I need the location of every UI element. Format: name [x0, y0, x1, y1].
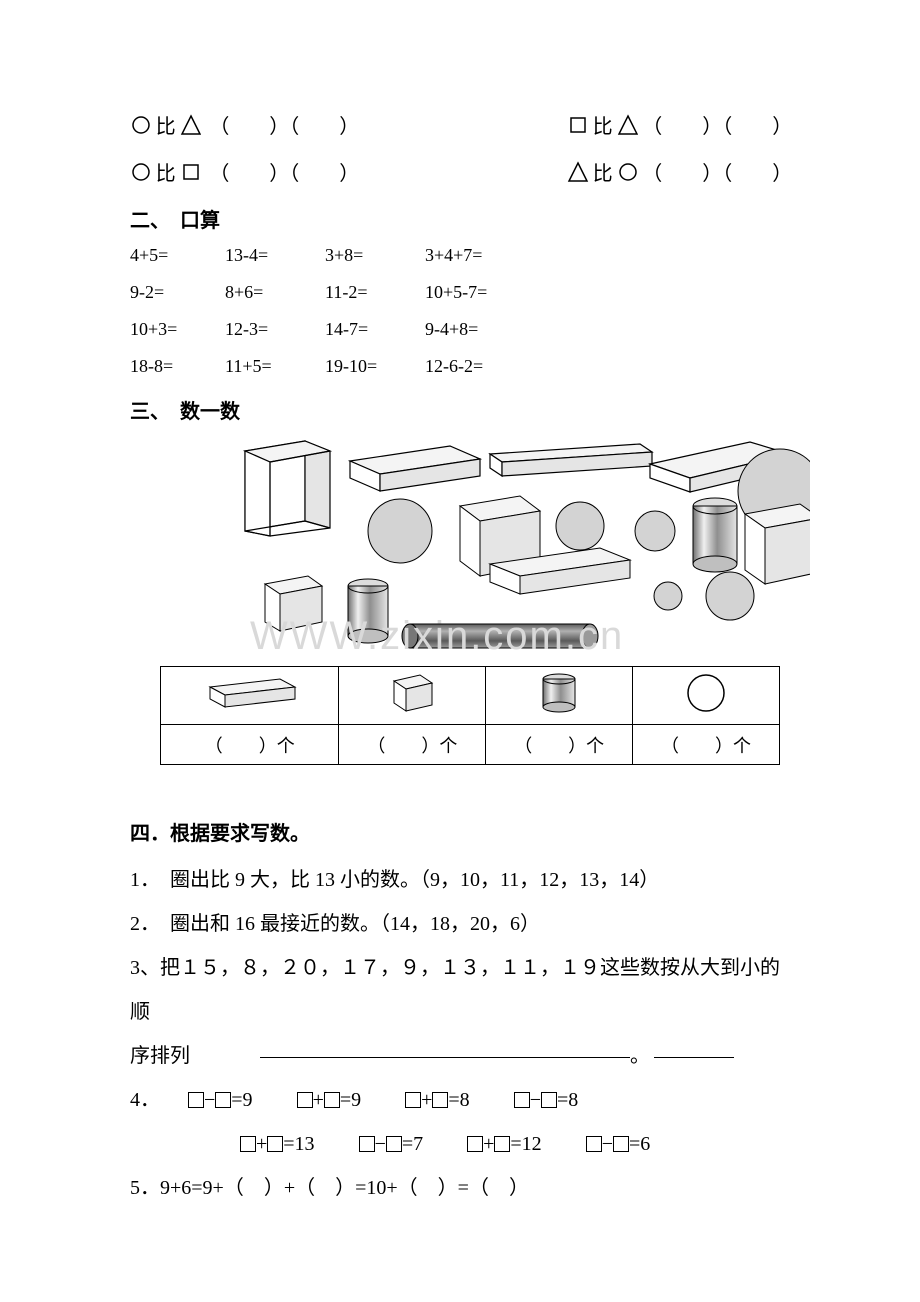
eq: −=7	[359, 1122, 424, 1166]
blank-paren: （ ）（ ）	[209, 157, 357, 186]
calc-cell: 4+5=	[130, 245, 225, 266]
eq: +=9	[297, 1078, 362, 1122]
eq: +=12	[467, 1122, 542, 1166]
blank-paren: （ ）（ ）	[642, 157, 790, 186]
compare-row: 比 （ ）（ ） 比 （ ）（ ）	[130, 157, 790, 186]
calc-cell: 10+3=	[130, 319, 225, 340]
answer-cell: （ ）个	[486, 725, 633, 765]
q4-row2: +=13 −=7 +=12 −=6	[130, 1122, 790, 1166]
calc-cell: 10+5-7=	[425, 282, 535, 303]
answer-line-ext	[654, 1057, 734, 1058]
compare-text: 比	[156, 157, 176, 186]
q4-label: 4．	[130, 1078, 160, 1122]
eq: −=8	[514, 1078, 579, 1122]
compare-text: 比	[593, 157, 613, 186]
compare-text: 比	[156, 110, 176, 139]
square-icon	[567, 114, 589, 136]
table-cell-circle-icon	[633, 667, 780, 725]
circle-icon	[130, 114, 152, 136]
q1-text: 1． 圈出比 9 大，比 13 小的数。（9，10，11，12，13，14）	[130, 858, 790, 902]
triangle-icon	[567, 160, 589, 184]
q4-row1: 4． −=9 +=9 +=8 −=8	[130, 1078, 790, 1122]
calc-cell: 3+8=	[325, 245, 425, 266]
calc-cell: 11-2=	[325, 282, 425, 303]
circle-icon	[617, 161, 639, 183]
calc-cell: 13-4=	[225, 245, 325, 266]
circle-icon	[130, 161, 152, 183]
calc-cell: 9-4+8=	[425, 319, 535, 340]
section2-heading: 二、 口算	[130, 204, 790, 233]
q3-text: 3、把１５，８，２０，１７，９，１３，１１，１９这些数按从大到小的顺	[130, 946, 790, 1034]
calc-cell: 19-10=	[325, 356, 425, 377]
answer-cell: （ ）个	[161, 725, 339, 765]
compare-row: 比 （ ）（ ） 比 （ ）（ ）	[130, 110, 790, 139]
blank-paren: （ ）（ ）	[642, 110, 790, 139]
triangle-icon	[180, 113, 202, 137]
q3-cont: 序排列 。	[130, 1034, 790, 1078]
eq: −=9	[188, 1078, 253, 1122]
answer-line	[260, 1057, 630, 1058]
calc-cell: 3+4+7=	[425, 245, 535, 266]
q5-text: 5．9+6=9+（ ）+（ ）=10+（ ）=（ ）	[130, 1166, 790, 1210]
eq: −=6	[586, 1122, 651, 1166]
q3-tail: 序排列	[130, 1045, 190, 1067]
calc-cell: 9-2=	[130, 282, 225, 303]
calc-cell: 12-6-2=	[425, 356, 535, 377]
calc-cell: 18-8=	[130, 356, 225, 377]
table-cell-cube-icon	[339, 667, 486, 725]
calc-cell: 14-7=	[325, 319, 425, 340]
calc-cell: 8+6=	[225, 282, 325, 303]
eq: +=8	[405, 1078, 470, 1122]
blank-paren: （ ）（ ）	[209, 110, 357, 139]
shapes-scene: WWW.zixin.com.cn	[190, 436, 810, 666]
section3-heading: 三、 数一数	[130, 395, 790, 424]
triangle-icon	[617, 113, 639, 137]
eq: +=13	[240, 1122, 315, 1166]
calc-grid: 4+5= 13-4= 3+8= 3+4+7= 9-2= 8+6= 11-2= 1…	[130, 245, 790, 377]
calc-cell: 12-3=	[225, 319, 325, 340]
table-cell-cuboid-icon	[161, 667, 339, 725]
q2-text: 2． 圈出和 16 最接近的数。（14，18，20，6）	[130, 902, 790, 946]
answer-cell: （ ）个	[339, 725, 486, 765]
compare-text: 比	[593, 110, 613, 139]
answer-table: （ ）个 （ ）个 （ ）个 （ ）个	[160, 666, 780, 765]
section4-heading: 四．根据要求写数。	[130, 817, 790, 846]
table-cell-cylinder-icon	[486, 667, 633, 725]
section4-body: 1． 圈出比 9 大，比 13 小的数。（9，10，11，12，13，14） 2…	[130, 858, 790, 1210]
square-icon	[180, 161, 202, 183]
answer-cell: （ ）个	[633, 725, 780, 765]
calc-cell: 11+5=	[225, 356, 325, 377]
